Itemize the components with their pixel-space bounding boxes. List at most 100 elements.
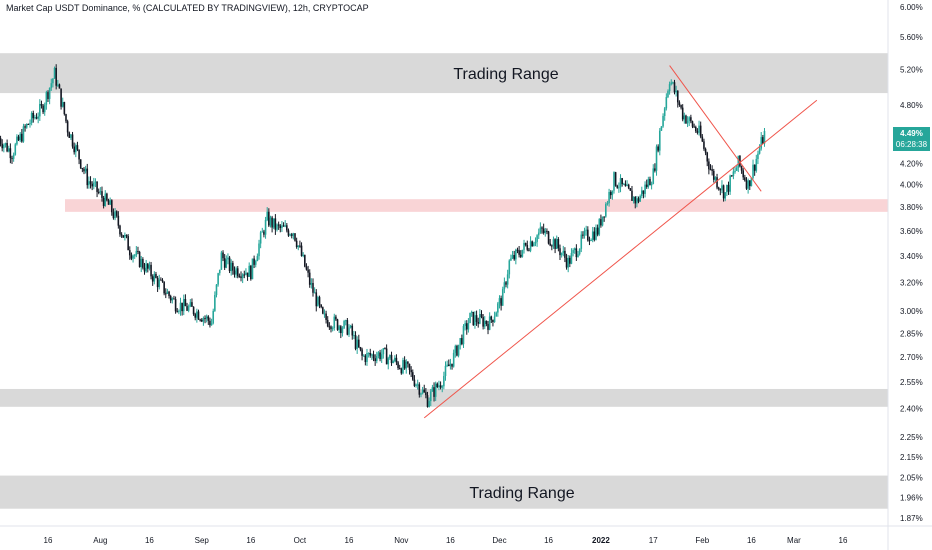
candle-body <box>672 82 674 84</box>
candle-body <box>757 153 759 159</box>
candle-body <box>680 104 682 108</box>
candle-body <box>662 115 664 127</box>
candle-body <box>55 67 57 86</box>
candle <box>732 167 735 180</box>
candle <box>410 366 412 378</box>
candle-body <box>647 178 650 187</box>
candle-body <box>70 134 72 138</box>
candle <box>762 134 764 144</box>
candle <box>392 359 394 364</box>
candle <box>570 248 573 265</box>
candle-body <box>537 232 540 236</box>
candle <box>205 314 208 323</box>
candle-body <box>740 166 743 171</box>
candle <box>263 229 265 238</box>
y-tick-label: 3.60% <box>900 227 923 236</box>
candle-body <box>84 168 87 172</box>
candle-body <box>533 243 535 247</box>
candle <box>58 83 61 89</box>
candle <box>156 275 159 292</box>
candle <box>174 296 177 314</box>
candle-body <box>560 252 563 256</box>
candle <box>115 210 118 218</box>
price-axis[interactable]: 6.00%5.60%5.20%4.80%4.40%4.20%4.00%3.80%… <box>887 0 923 550</box>
candle <box>554 238 556 254</box>
candle-body <box>120 234 123 236</box>
candle <box>565 253 568 270</box>
bar-countdown: 06:28:38 <box>895 140 928 149</box>
candle <box>665 93 668 111</box>
candle <box>722 184 725 202</box>
candle <box>143 262 146 275</box>
candle <box>163 281 165 296</box>
candle-body <box>353 335 355 337</box>
candle-body <box>256 256 259 262</box>
candle <box>292 232 295 240</box>
candle-body <box>307 269 309 273</box>
candle-body <box>722 185 725 199</box>
candle <box>503 277 506 294</box>
candle-body <box>148 264 151 269</box>
candle <box>294 232 296 242</box>
candle-body <box>423 389 426 393</box>
candle <box>562 245 565 257</box>
candle-body <box>343 321 345 329</box>
candle <box>119 224 121 237</box>
candle <box>469 312 471 324</box>
candle <box>375 351 378 364</box>
candle-body <box>269 217 272 226</box>
candle-body <box>447 364 450 367</box>
candle-body <box>331 327 334 330</box>
candle-body <box>351 325 354 336</box>
candle <box>125 234 128 239</box>
candle-body <box>554 239 556 249</box>
candle-body <box>294 233 296 241</box>
candle-body <box>290 234 293 236</box>
candle <box>341 326 344 337</box>
candle <box>696 128 699 135</box>
candle-body <box>501 289 504 306</box>
candle-body <box>322 307 324 314</box>
candle-body <box>217 273 219 285</box>
candle-body <box>506 274 509 285</box>
candle-body <box>61 102 64 107</box>
candle <box>78 149 80 165</box>
candle <box>724 192 727 202</box>
candle-body <box>48 87 51 99</box>
candle <box>364 354 367 366</box>
candle <box>721 180 723 194</box>
candle-body <box>43 104 46 113</box>
candle-body <box>328 326 331 328</box>
candle-body <box>650 183 653 186</box>
candle <box>694 125 697 133</box>
candle <box>605 202 607 218</box>
candle <box>429 388 432 407</box>
candle <box>274 214 277 235</box>
candle <box>323 309 326 318</box>
candle <box>236 265 239 279</box>
candle <box>632 196 635 204</box>
x-tick-label: Mar <box>787 536 801 545</box>
candle <box>166 288 169 295</box>
candle-body <box>482 317 484 327</box>
candle-body <box>569 257 571 264</box>
candle-body <box>714 177 717 180</box>
x-tick-label: 16 <box>44 536 53 545</box>
candle-body <box>575 248 578 258</box>
candle <box>40 100 43 109</box>
candle-body <box>418 384 421 395</box>
candle-body <box>457 344 460 356</box>
candle-body <box>34 117 36 119</box>
candle <box>289 233 291 237</box>
candle-body <box>11 158 13 160</box>
candle-body <box>161 279 164 282</box>
candle <box>606 200 609 206</box>
candle <box>107 198 110 205</box>
candle-body <box>593 231 596 240</box>
candle <box>307 265 309 278</box>
candle-body <box>763 131 766 144</box>
candle <box>598 218 601 237</box>
time-axis[interactable]: 16 Aug 16 Sep 16 Oct 16 Nov 16 Dec 16 2022 17 Feb 16 Ma… <box>0 525 932 545</box>
candle-body <box>492 319 494 323</box>
